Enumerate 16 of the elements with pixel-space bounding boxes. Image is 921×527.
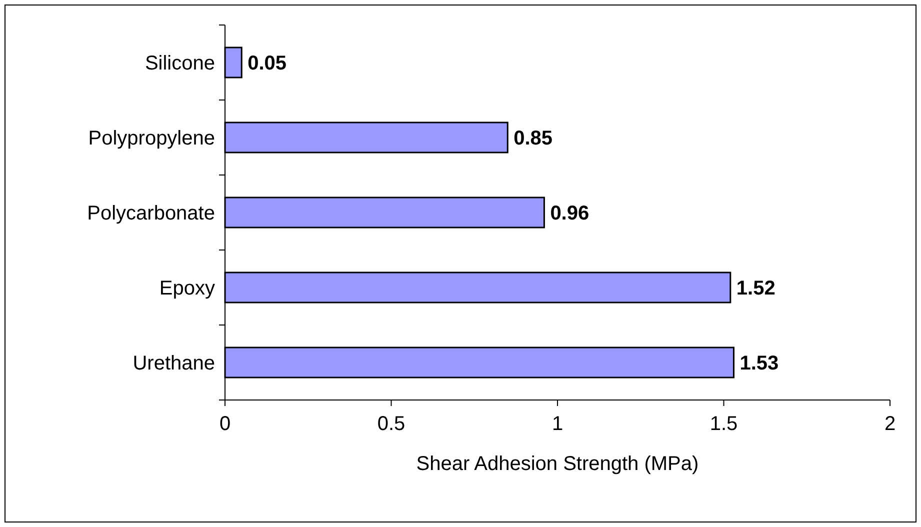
y-tick-label: Silicone xyxy=(144,52,215,74)
x-tick-label: 1.5 xyxy=(710,413,738,435)
data-label: 1.53 xyxy=(740,352,779,374)
x-tick-label: 1 xyxy=(552,413,564,435)
data-label: 0.96 xyxy=(550,202,590,224)
data-label: 0.05 xyxy=(248,52,287,74)
x-tick-label: 0 xyxy=(219,413,231,435)
data-label: 0.85 xyxy=(514,128,553,150)
data-label: 1.52 xyxy=(736,278,776,300)
x-axis-title: Shear Adhesion Strength (MPa) xyxy=(416,453,699,475)
y-tick-label: Polycarbonate xyxy=(87,202,215,224)
y-tick-label: Polypropylene xyxy=(88,128,215,150)
x-tick-label: 2 xyxy=(884,413,896,435)
y-tick-label: Urethane xyxy=(132,352,215,374)
y-tick-label: Epoxy xyxy=(159,278,215,300)
x-tick-label: 0.5 xyxy=(377,413,406,435)
